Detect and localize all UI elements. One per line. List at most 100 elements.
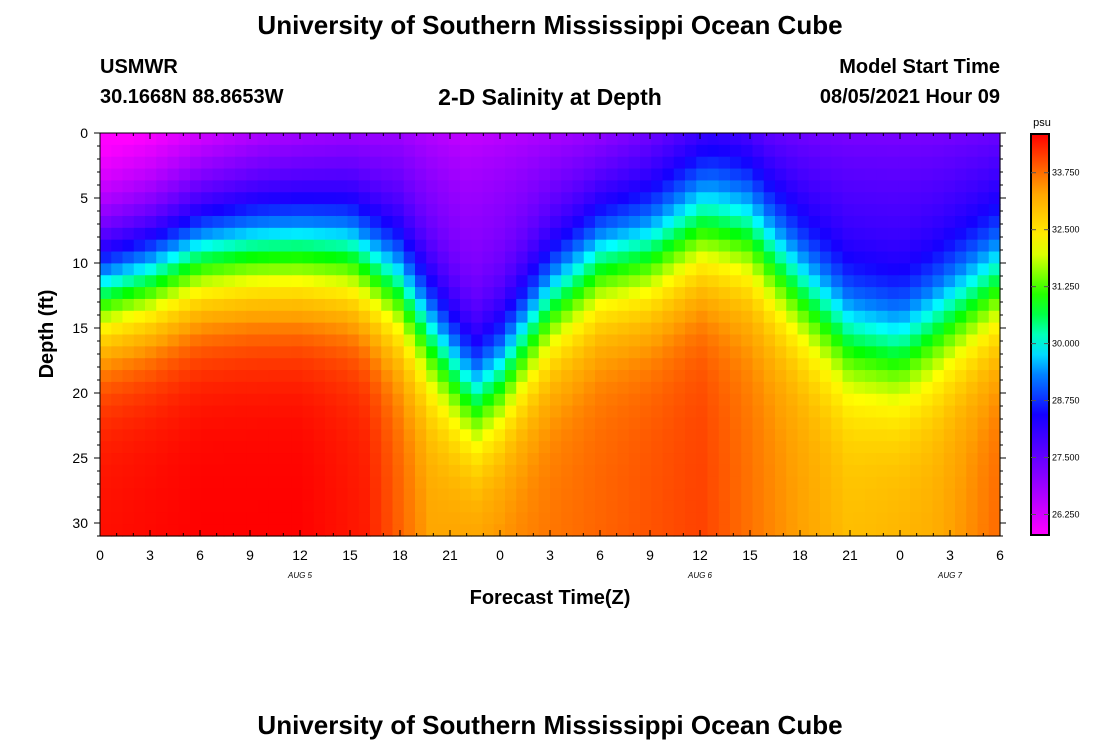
heatmap-cell <box>752 346 765 359</box>
heatmap-cell <box>786 144 799 158</box>
heatmap-cell <box>550 215 562 229</box>
heatmap-cell <box>831 322 844 336</box>
heatmap-cell <box>595 275 607 288</box>
heatmap-cell <box>415 500 427 513</box>
heatmap-cell <box>291 156 304 170</box>
heatmap-cell <box>122 405 135 419</box>
heatmap-cell <box>606 180 619 193</box>
heatmap-cell <box>493 500 506 513</box>
heatmap-cell <box>741 441 754 454</box>
heatmap-cell <box>561 204 574 217</box>
heatmap-cell <box>988 334 1001 347</box>
heatmap-cell <box>381 192 394 205</box>
heatmap-cell <box>156 168 169 182</box>
heatmap-cell <box>325 180 337 193</box>
heatmap-cell <box>336 370 349 383</box>
heatmap-cell <box>775 239 787 253</box>
heatmap-cell <box>977 381 990 395</box>
heatmap-cell <box>246 215 259 229</box>
heatmap-cell <box>808 227 821 241</box>
heatmap-cell <box>460 441 472 454</box>
heatmap-cell <box>201 156 214 170</box>
heatmap-cell <box>921 215 934 229</box>
heatmap-cell <box>235 133 247 146</box>
heatmap-cell <box>325 215 337 229</box>
heatmap-cell <box>538 370 551 383</box>
heatmap-cell <box>280 227 292 241</box>
heatmap-cell <box>392 441 405 454</box>
heatmap-cell <box>246 381 259 395</box>
heatmap-cell <box>122 239 135 253</box>
heatmap-cell <box>527 322 540 336</box>
heatmap-cell <box>595 464 607 478</box>
heatmap-cell <box>291 133 304 146</box>
heatmap-cell <box>718 322 731 336</box>
heatmap-cell <box>156 512 169 525</box>
heatmap-cell <box>617 275 630 288</box>
heatmap-cell <box>460 298 472 312</box>
heatmap-cell <box>100 322 112 336</box>
heatmap-cell <box>842 488 855 502</box>
heatmap-cell <box>437 346 450 359</box>
heatmap-cell <box>212 346 225 359</box>
heatmap-cell <box>583 464 596 478</box>
heatmap-cell <box>505 144 517 158</box>
heatmap-cell <box>527 144 540 158</box>
heatmap-cell <box>415 334 427 347</box>
heatmap-cell <box>662 239 675 253</box>
heatmap-cell <box>358 133 371 146</box>
heatmap-cell <box>583 298 596 312</box>
heatmap-cell <box>415 251 427 264</box>
heatmap-cell <box>538 488 551 502</box>
heatmap-cell <box>820 322 832 336</box>
heatmap-cell <box>426 215 439 229</box>
heatmap-cell <box>505 429 517 442</box>
heatmap-cell <box>212 488 225 502</box>
heatmap-cell <box>808 393 821 407</box>
heatmap-cell <box>718 429 731 442</box>
heatmap-cell <box>640 192 652 205</box>
heatmap-cell <box>696 524 709 537</box>
heatmap-cell <box>516 239 529 253</box>
heatmap-cell <box>190 512 202 525</box>
heatmap-cell <box>887 441 900 454</box>
heatmap-cell <box>763 322 776 336</box>
heatmap-cell <box>223 358 236 371</box>
heatmap-cell <box>606 133 619 146</box>
heatmap-cell <box>662 464 675 478</box>
heatmap-cell <box>381 381 394 395</box>
heatmap-cell <box>178 370 191 383</box>
heatmap-cell <box>583 453 596 466</box>
heatmap-cell <box>842 453 855 466</box>
heatmap-cell <box>437 251 450 264</box>
heatmap-cell <box>482 488 495 502</box>
heatmap-cell <box>628 227 641 241</box>
heatmap-cell <box>178 322 191 336</box>
heatmap-cell <box>313 417 326 430</box>
heatmap-cell <box>865 287 877 300</box>
heatmap-cell <box>876 334 889 347</box>
heatmap-cell <box>212 464 225 478</box>
heatmap-cell <box>887 358 900 371</box>
heatmap-cell <box>460 180 472 193</box>
heatmap-cell <box>415 453 427 466</box>
heatmap-cell <box>448 500 461 513</box>
heatmap-cell <box>212 133 225 146</box>
heatmap-cell <box>853 251 866 264</box>
heatmap-cell <box>910 133 922 146</box>
heatmap-cell <box>763 524 776 537</box>
heatmap-cell <box>505 464 517 478</box>
heatmap-cell <box>550 441 562 454</box>
heatmap-cell <box>381 476 394 490</box>
heatmap-cell <box>977 346 990 359</box>
heatmap-cell <box>178 215 191 229</box>
heatmap-cell <box>302 310 315 324</box>
heatmap-cell <box>100 476 112 490</box>
heatmap-cell <box>887 239 900 253</box>
heatmap-cell <box>302 476 315 490</box>
heatmap-cell <box>842 393 855 407</box>
heatmap-cell <box>786 251 799 264</box>
heatmap-cell <box>358 275 371 288</box>
heatmap-cell <box>640 417 652 430</box>
heatmap-cell <box>302 298 315 312</box>
